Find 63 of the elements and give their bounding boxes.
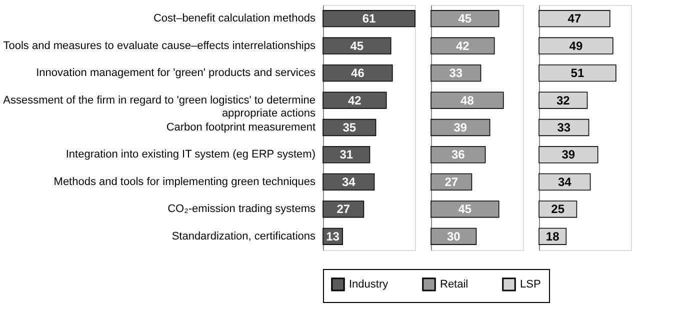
bar [538,118,590,136]
data-label: 34 [342,174,356,189]
data-label: 18 [546,229,560,244]
data-label: 48 [460,93,474,108]
bar [430,200,500,218]
bar [322,37,392,54]
y-tick-label: Standardization, certifications [172,230,316,242]
data-label: 49 [569,38,583,53]
data-label: 47 [568,12,582,26]
data-label: 51 [570,66,584,80]
data-label: 36 [451,148,466,162]
data-label: 45 [350,38,364,53]
bar [538,10,610,28]
data-label: 45 [458,12,472,26]
bar [430,173,472,191]
y-tick-label: CO₂-emission trading systems [168,203,316,216]
bar [322,10,416,28]
legend-label: LSP [520,278,541,290]
bar [538,37,614,54]
bar [430,37,495,54]
data-label: 42 [456,38,470,53]
y-tick-label: Assessment of the firm in regard to 'green logistics' to determine appropriate actions [3,94,316,120]
bar [430,146,486,164]
data-label: 33 [557,120,571,134]
data-label: 27 [336,202,350,216]
data-label: 33 [449,66,463,80]
bar [430,10,500,28]
y-tick-label: Carbon footprint measurement [166,122,316,134]
bar [538,92,588,109]
legend-label: Industry [349,278,389,290]
bar [430,92,504,109]
data-label: 25 [551,202,565,216]
data-label: 46 [351,66,365,80]
data-label: 31 [340,148,354,162]
bar [322,118,376,136]
data-label: 34 [558,174,572,189]
bar [322,146,370,164]
data-label: 45 [458,202,472,216]
bar [322,92,387,109]
y-tick-label: Cost–benefit calculation methods [153,12,316,25]
data-label: 61 [362,12,376,26]
bar [430,228,477,245]
bar [430,118,490,136]
data-label: 27 [444,174,458,189]
bar [538,64,616,82]
data-label: 13 [326,229,340,244]
data-label: 39 [454,120,468,134]
bar [430,64,482,82]
y-tick-label: Methods and tools for implementing green techniques [54,176,316,188]
data-label: 32 [556,93,570,108]
data-label: 30 [446,229,461,244]
data-label: 42 [348,93,362,108]
bar [538,146,598,164]
y-tick-label: Tools and measures to evaluate cause–effects interrelationships [3,40,316,52]
data-label: 35 [342,120,356,134]
y-tick-label: Integration into existing IT system (eg ERP system) [66,148,316,161]
data-label: 39 [562,148,576,162]
bar [322,173,375,191]
y-tick-label: Innovation management for 'green' products and services [36,67,316,80]
bar [322,200,364,218]
bar [322,64,393,82]
legend-label: Retail [440,278,468,290]
bar [538,173,591,191]
